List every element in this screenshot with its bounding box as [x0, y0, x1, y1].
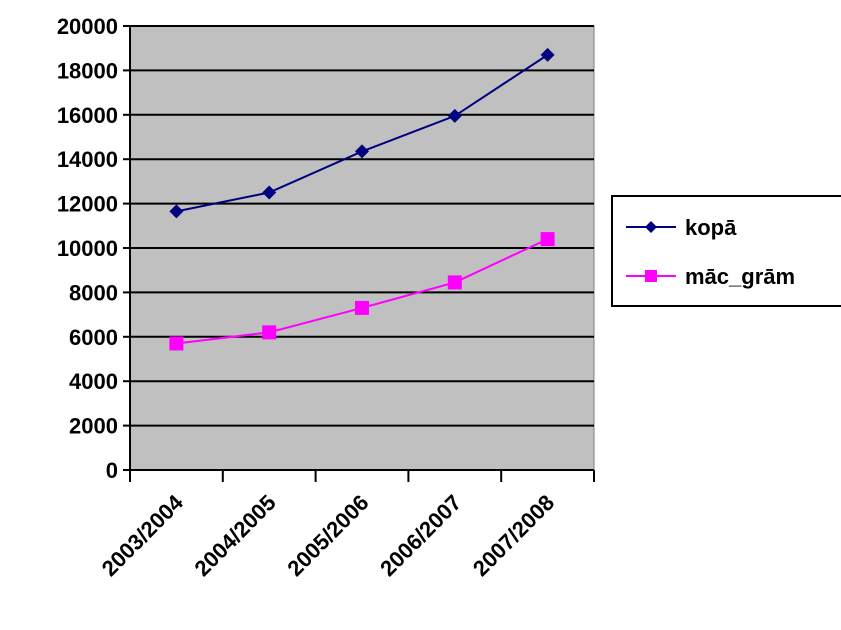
legend-box [611, 195, 841, 307]
y-tick-label: 16000 [57, 103, 118, 128]
y-tick-label: 14000 [57, 147, 118, 172]
y-axis-ticks: 0 2000 4000 6000 8000 10000 12000 14000 16000 180… [57, 14, 130, 483]
y-tick-label: 20000 [57, 14, 118, 39]
legend: kopā māc_grām [611, 195, 841, 307]
legend-label-kopa: kopā [685, 215, 737, 240]
data-point-mac-gram [355, 300, 369, 315]
x-tick-label: 2003/2004 [97, 489, 189, 581]
x-axis-ticks: 2003/2004 2004/2005 2005/2006 2006/2007 2007… [97, 470, 595, 581]
y-tick-label: 0 [106, 458, 118, 483]
data-point-mac-gram [262, 325, 277, 340]
data-point-mac-gram [540, 232, 555, 247]
data-point-kopa [262, 185, 277, 200]
data-point-kopa [169, 204, 184, 219]
data-point-mac-gram [169, 336, 184, 351]
y-tick-label: 2000 [69, 414, 118, 439]
data-point-kopa [355, 144, 369, 159]
y-tick-label: 8000 [69, 280, 118, 305]
legend-label-mac-gram: māc_grām [685, 264, 795, 289]
gridlines [130, 25, 594, 427]
x-tick-label: 2006/2007 [375, 490, 466, 581]
y-tick-label: 6000 [69, 325, 118, 350]
x-tick-label: 2005/2006 [282, 490, 373, 581]
legend-marker-kopa [645, 221, 657, 233]
data-point-kopa [540, 47, 555, 62]
data-point-kopa [447, 108, 462, 123]
y-tick-label: 12000 [57, 192, 118, 217]
y-tick-label: 18000 [57, 58, 118, 83]
series-group [169, 47, 555, 351]
x-tick-label: 2007/2008 [468, 490, 559, 581]
x-tick-label: 2004/2005 [190, 490, 281, 581]
y-tick-label: 10000 [57, 236, 118, 261]
legend-marker-mac-gram [645, 270, 657, 282]
y-tick-label: 4000 [69, 369, 118, 394]
data-point-mac-gram [447, 275, 462, 290]
